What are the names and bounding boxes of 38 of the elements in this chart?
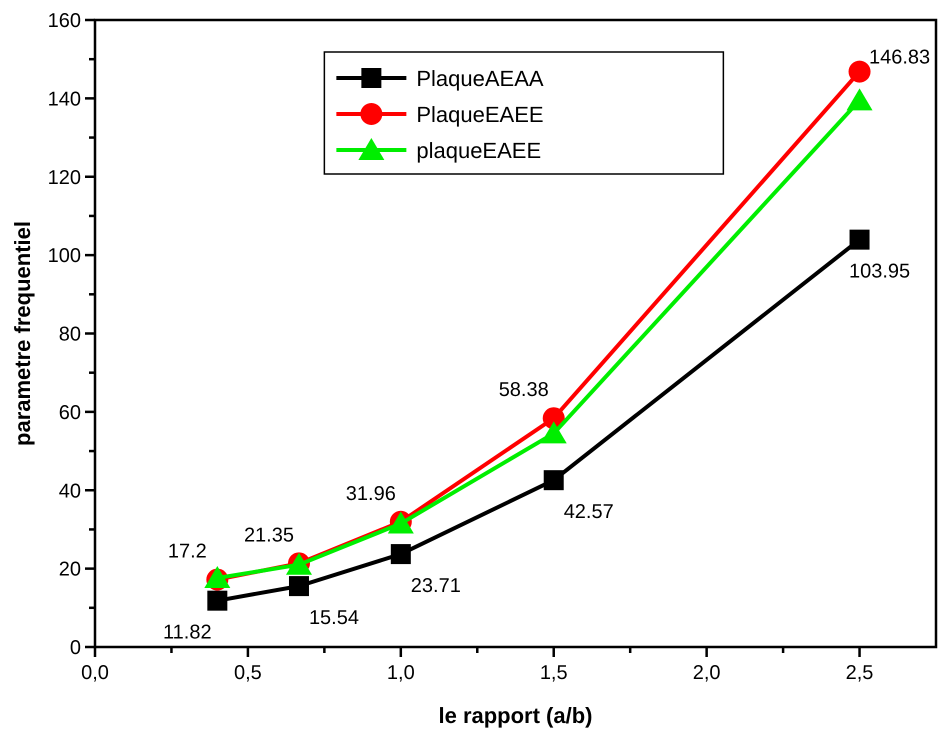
legend-label: PlaqueAEAA [416,66,544,91]
x-tick-label: 0,0 [81,662,109,684]
y-tick-label: 40 [58,480,81,502]
y-tick-label: 60 [58,402,81,424]
point [846,88,873,110]
point [848,60,871,83]
data-label: 42.57 [564,501,614,524]
data-label: 58.38 [498,379,549,402]
x-tick-label: 0,5 [234,662,262,684]
x-tick-label: 2,5 [846,662,874,684]
y-tick-label: 0 [70,637,81,659]
data-label: 23.71 [410,575,461,598]
legend-label: plaqueEAEE [416,138,542,163]
data-label: 103.95 [848,260,910,283]
legend-label: PlaqueEAEE [416,102,544,127]
y-tick-label: 80 [58,324,81,346]
data-label: 21.35 [244,524,294,546]
y-tick-label: 100 [48,245,81,268]
data-label: 11.82 [163,622,212,644]
y-tick-label: 140 [48,88,81,110]
x-tick-label: 2,0 [692,662,721,684]
point [288,576,309,596]
y-axis-title: parametre frequentiel [10,221,35,446]
x-axis-title: le rapport (a/b) [438,703,593,728]
point [540,421,567,444]
point [390,544,411,564]
data-label: 15.54 [308,607,360,630]
x-tick-label: 1,5 [540,662,568,684]
point [207,590,228,611]
point [544,470,564,490]
y-tick-label: 20 [58,558,81,581]
data-label: 31.96 [346,482,396,505]
x-tick-label: 1,0 [386,662,415,684]
y-tick-label: 160 [48,10,81,32]
data-label: 146.83 [868,46,930,69]
point [850,230,870,250]
y-tick-label: 120 [48,166,81,189]
data-label: 17.2 [168,540,207,563]
